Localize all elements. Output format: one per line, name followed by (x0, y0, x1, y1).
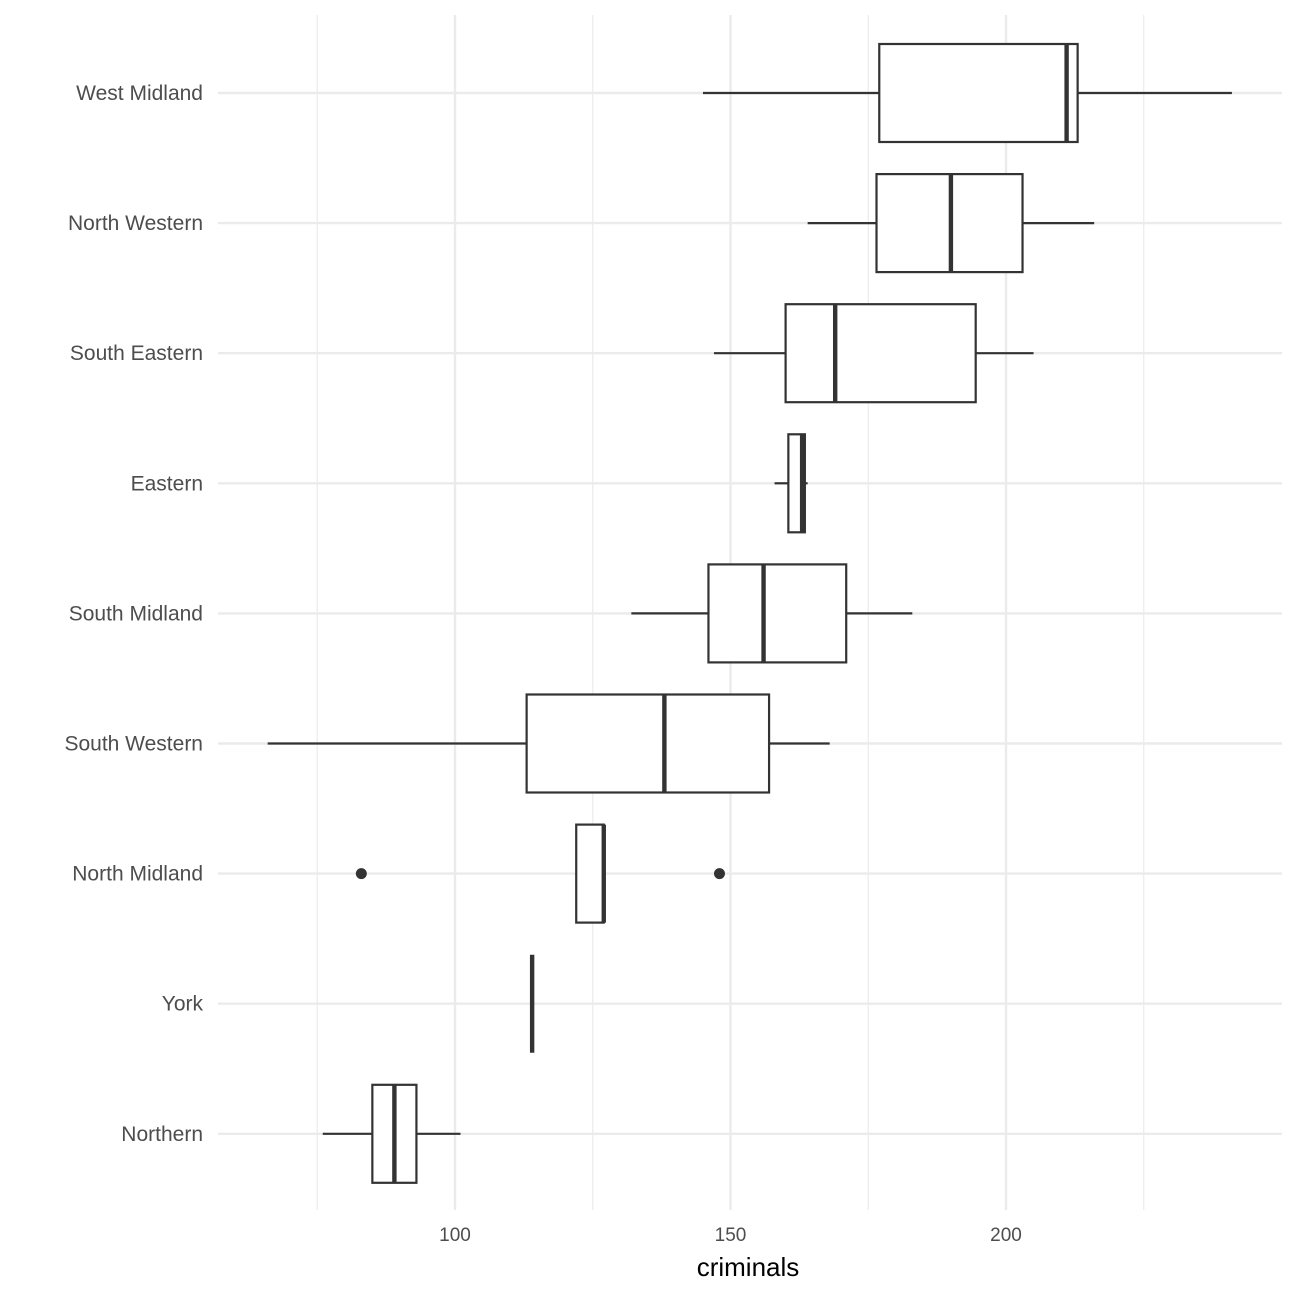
box-body (525, 693, 771, 794)
x-axis-tick-labels: 100 150 200 (439, 1225, 1022, 1246)
box-south-eastern (713, 303, 1034, 404)
x-tick-label: 150 (715, 1225, 747, 1246)
x-axis-title: criminals (697, 1252, 800, 1282)
box-north-midland (355, 823, 725, 924)
box-body (784, 303, 977, 404)
box-north-western (807, 173, 1095, 274)
category-label: North Western (68, 212, 203, 235)
x-tick-label: 200 (990, 1225, 1022, 1246)
box-west-midland (702, 42, 1232, 144)
x-tick-label: 100 (439, 1225, 471, 1246)
box-body (878, 42, 1079, 144)
category-label: South Eastern (70, 342, 203, 365)
box-body (707, 563, 848, 664)
box-series (267, 42, 1232, 1184)
category-label: York (162, 993, 204, 1016)
outlier-point (355, 868, 367, 880)
category-axis-labels: West Midland North Western South Eastern Ea… (64, 82, 203, 1146)
box-south-midland (631, 563, 913, 664)
outlier-point (713, 868, 725, 880)
category-label: Eastern (131, 472, 203, 495)
box-northern (322, 1083, 461, 1184)
box-body (575, 823, 605, 924)
category-label: South Midland (69, 602, 203, 625)
category-label: North Midland (72, 863, 203, 886)
box-eastern (774, 433, 808, 534)
box-south-western (267, 693, 830, 794)
category-label: South Western (64, 733, 203, 756)
category-label: Northern (121, 1123, 203, 1146)
category-label: West Midland (76, 82, 203, 105)
